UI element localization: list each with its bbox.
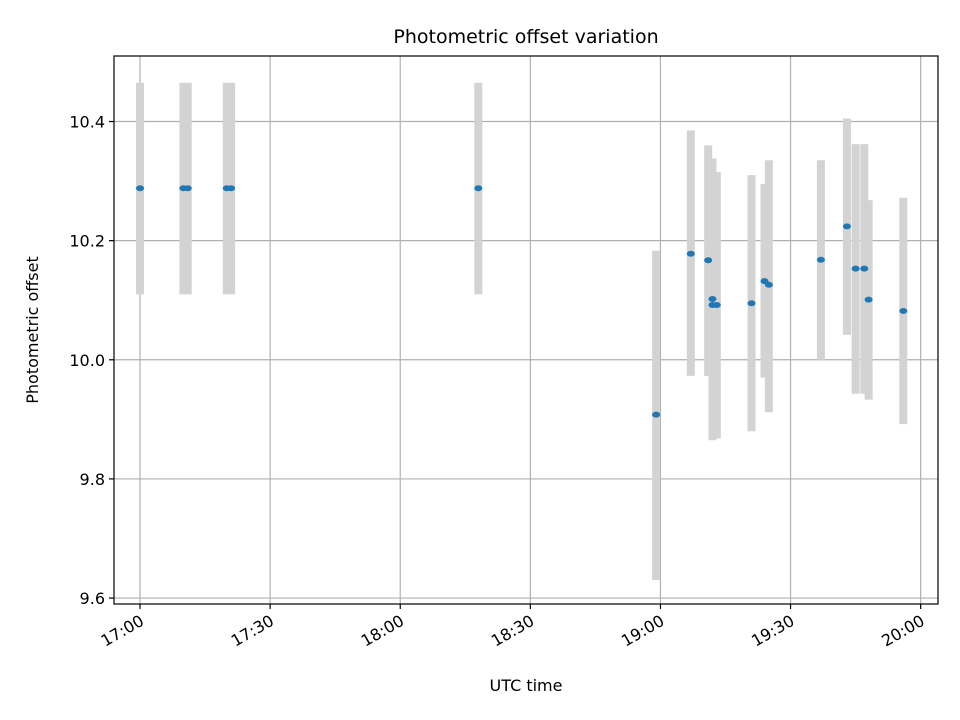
data-point <box>860 265 869 272</box>
y-tick-label: 9.6 <box>80 589 105 608</box>
x-axis-ticks: 17:00 17:30 18:00 18:30 19:00 19:30 20:00 <box>98 604 928 651</box>
data-point <box>816 256 825 263</box>
data-point <box>652 411 661 418</box>
x-tick-label: 17:00 <box>98 611 147 651</box>
data-point <box>183 185 192 192</box>
data-point <box>704 257 713 264</box>
data-point <box>686 250 695 257</box>
y-axis-ticks: 9.6 9.8 10.0 10.2 10.4 <box>69 113 114 608</box>
y-tick-label: 10.0 <box>69 351 105 370</box>
data-point <box>764 281 773 288</box>
x-tick-label: 18:30 <box>488 611 537 651</box>
data-point <box>747 300 756 307</box>
x-tick-label: 18:00 <box>358 611 407 651</box>
data-point <box>136 185 145 192</box>
data-point <box>864 296 873 303</box>
x-tick-label: 19:00 <box>618 611 667 651</box>
x-tick-label: 17:30 <box>228 611 277 651</box>
x-tick-label: 19:30 <box>748 611 797 651</box>
data-point <box>708 296 717 303</box>
data-point <box>851 265 860 272</box>
y-tick-label: 9.8 <box>80 470 105 489</box>
y-tick-label: 10.2 <box>69 232 105 251</box>
data-point <box>227 185 236 192</box>
data-point <box>474 185 483 192</box>
x-tick-label: 20:00 <box>878 611 927 651</box>
data-point <box>712 301 721 308</box>
plot-frame <box>113 55 939 605</box>
y-tick-label: 10.4 <box>69 113 105 132</box>
x-axis-title: UTC time <box>490 676 563 695</box>
grid <box>114 56 938 604</box>
chart-title: Photometric offset variation <box>393 26 658 48</box>
error-bars <box>136 82 908 581</box>
y-axis-title: Photometric offset <box>23 256 42 404</box>
data-point <box>842 223 851 230</box>
data-point <box>899 307 908 314</box>
data-points <box>136 185 908 418</box>
